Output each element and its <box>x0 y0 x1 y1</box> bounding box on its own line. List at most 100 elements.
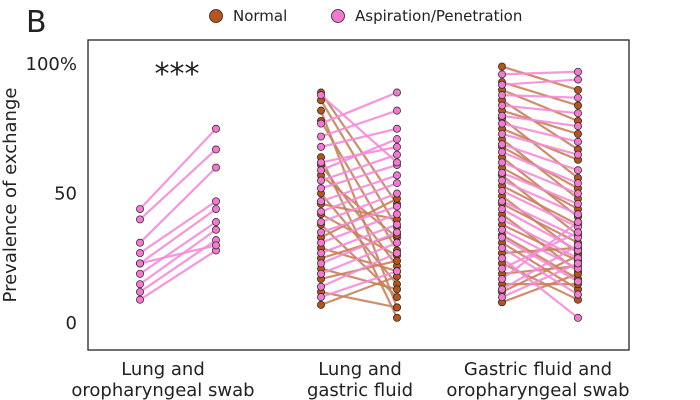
pair-line <box>320 94 398 164</box>
data-point <box>498 225 506 234</box>
data-point <box>393 267 401 276</box>
legend-swatch-normal <box>209 9 223 23</box>
y-axis-label: Prevalence of exchange <box>0 88 21 303</box>
data-point <box>317 282 325 291</box>
data-point <box>393 210 401 219</box>
data-point <box>393 179 401 188</box>
data-point <box>574 199 582 208</box>
data-point <box>498 168 506 177</box>
pair-line <box>320 197 398 239</box>
pair-line <box>501 81 579 107</box>
pair-line <box>320 182 398 213</box>
plot-frame <box>87 39 630 351</box>
data-point <box>498 70 506 79</box>
data-point <box>498 293 506 302</box>
data-point <box>498 205 506 213</box>
data-point <box>317 106 325 115</box>
data-point <box>136 287 144 296</box>
data-point <box>574 277 582 286</box>
pair-line <box>320 174 398 203</box>
data-point <box>498 62 506 71</box>
data-point <box>317 197 325 206</box>
data-point <box>574 218 582 226</box>
data-point <box>498 264 506 273</box>
data-point <box>574 210 582 219</box>
data-point <box>574 166 582 175</box>
data-point <box>574 189 582 198</box>
pair-line <box>320 138 398 172</box>
data-point <box>393 171 401 180</box>
data-point <box>393 135 401 144</box>
pair-line <box>320 252 398 288</box>
pair-line <box>320 241 398 275</box>
data-point <box>574 241 582 250</box>
y-tick-label: 50 <box>54 184 77 205</box>
data-point <box>317 176 325 185</box>
y-tick-label: 0 <box>66 313 77 334</box>
pair-line <box>320 223 398 255</box>
data-point <box>574 122 582 131</box>
data-point <box>317 228 325 237</box>
legend-label-aspiration: Aspiration/Penetration <box>355 7 522 25</box>
pair-line <box>501 184 579 226</box>
pair-line <box>501 104 579 115</box>
data-point <box>317 166 325 175</box>
pair-line <box>320 205 398 234</box>
data-point <box>393 303 401 312</box>
pair-line <box>501 236 579 283</box>
pair-line <box>501 233 579 280</box>
data-point <box>393 228 401 237</box>
data-point <box>393 293 401 302</box>
data-point <box>212 163 220 172</box>
data-point <box>393 238 401 247</box>
data-point <box>498 80 506 89</box>
data-point <box>498 186 506 195</box>
pair-line <box>501 244 579 291</box>
pair-line <box>139 208 217 265</box>
pair-line <box>320 270 398 299</box>
pair-line <box>501 93 579 99</box>
data-point <box>212 124 220 133</box>
data-point <box>498 254 506 263</box>
data-point <box>498 148 506 157</box>
pair-line <box>501 99 579 151</box>
data-point <box>498 111 506 120</box>
data-point <box>317 293 325 302</box>
data-point <box>498 158 506 167</box>
legend-label-normal: Normal <box>233 7 287 25</box>
data-point <box>498 140 506 149</box>
data-point <box>136 259 144 268</box>
data-point <box>498 285 506 294</box>
x-category-label: Gastric fluid and <box>464 359 612 380</box>
data-point <box>136 238 144 247</box>
data-point <box>136 215 144 224</box>
data-point <box>393 106 401 115</box>
pair-line <box>501 202 579 244</box>
data-point <box>574 93 582 102</box>
panel-label: B <box>26 5 47 40</box>
x-category-label: Lung and <box>121 359 205 380</box>
data-point <box>317 158 325 167</box>
data-point <box>136 269 144 278</box>
data-point <box>574 67 582 76</box>
pair-line <box>501 65 579 91</box>
pair-line <box>139 148 217 221</box>
data-point <box>498 215 506 224</box>
x-category-label: oropharyngeal swab <box>446 380 629 400</box>
x-category-label: Lung and <box>318 359 402 380</box>
legend-swatch-aspiration <box>331 9 345 23</box>
data-point <box>574 137 582 146</box>
data-point <box>498 119 506 128</box>
data-point <box>498 197 506 206</box>
data-point <box>212 225 220 234</box>
data-point <box>317 238 325 247</box>
pair-line <box>320 213 398 244</box>
pair-line <box>501 264 579 275</box>
pair-line <box>139 166 217 244</box>
data-point <box>574 228 582 237</box>
data-point <box>574 259 582 268</box>
data-point <box>212 241 220 250</box>
pair-line <box>320 109 398 138</box>
data-point <box>498 233 506 242</box>
